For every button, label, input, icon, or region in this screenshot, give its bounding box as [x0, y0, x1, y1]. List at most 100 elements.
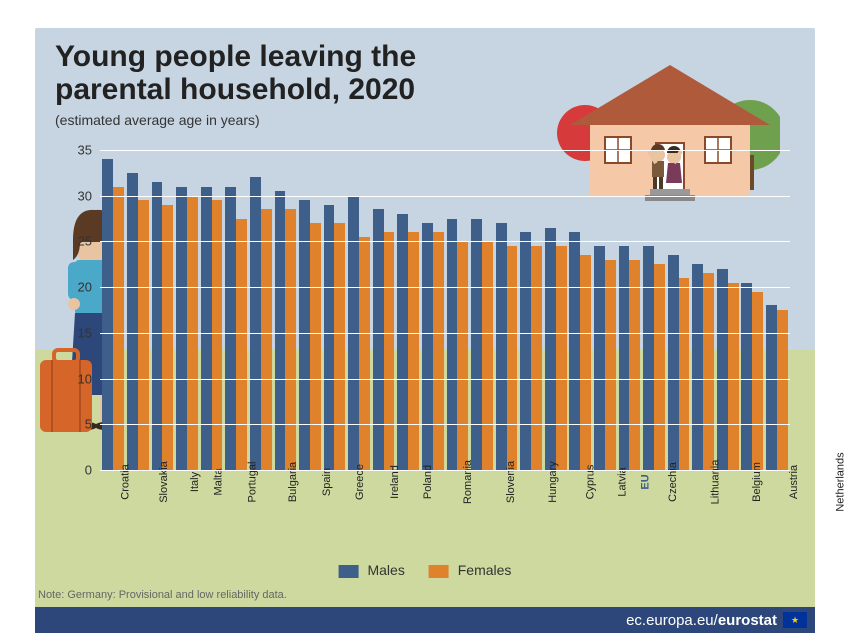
- x-label: Italy: [189, 472, 201, 492]
- y-tick: 5: [85, 417, 92, 432]
- legend-item-males: Males: [339, 562, 405, 578]
- bar-group: [667, 150, 690, 470]
- bar-females: [629, 260, 640, 470]
- bar-group: [569, 150, 592, 470]
- x-axis-labels: CroatiaSlovakiaItalyMaltaPortugalBulgari…: [100, 470, 790, 490]
- plot-area: CroatiaSlovakiaItalyMaltaPortugalBulgari…: [100, 150, 790, 470]
- bar-females: [162, 205, 173, 470]
- grid-line: [100, 424, 790, 425]
- bar-females: [777, 310, 788, 470]
- bar-group: [127, 150, 150, 470]
- bar-females: [334, 223, 345, 470]
- bar-group: [397, 150, 420, 470]
- bar-group: [422, 150, 445, 470]
- bar-group: [520, 150, 543, 470]
- bar-group: [249, 150, 272, 470]
- bar-females: [507, 246, 518, 470]
- bar-group: [766, 150, 789, 470]
- bar-group: [716, 150, 739, 470]
- bar-males: [520, 232, 531, 470]
- bar-males: [766, 305, 777, 470]
- x-label: Hungary: [547, 461, 559, 503]
- bar-males: [397, 214, 408, 470]
- bar-females: [752, 292, 763, 470]
- x-label: Spain: [322, 468, 334, 496]
- bar-group: [643, 150, 666, 470]
- bar-females: [605, 260, 616, 470]
- legend-label-males: Males: [367, 562, 404, 578]
- bar-females: [236, 219, 247, 470]
- bar-females: [679, 278, 690, 470]
- bar-group: [348, 150, 371, 470]
- footnote: Note: Germany: Provisional and low relia…: [38, 589, 287, 601]
- bar-group: [372, 150, 395, 470]
- y-tick: 30: [78, 188, 92, 203]
- y-tick: 35: [78, 143, 92, 158]
- x-label: Portugal: [247, 462, 259, 503]
- x-label: Netherlands: [835, 452, 847, 511]
- bar-group: [274, 150, 297, 470]
- bar-group: [299, 150, 322, 470]
- grid-line: [100, 333, 790, 334]
- bar-group: [176, 150, 199, 470]
- bar-group: [741, 150, 764, 470]
- legend-swatch-males: [339, 565, 359, 578]
- x-label: Malta: [213, 469, 225, 496]
- bars-container: [100, 150, 790, 470]
- grid-line: [100, 470, 790, 471]
- bar-males: [471, 219, 482, 470]
- footer-url-brand: eurostat: [718, 612, 777, 629]
- footer-url-prefix: ec.europa.eu/: [626, 612, 718, 629]
- x-label: Latvia: [617, 467, 629, 496]
- legend: Males Females: [339, 562, 512, 578]
- legend-item-females: Females: [429, 562, 512, 578]
- bar-males: [692, 264, 703, 470]
- x-label: Belgium: [751, 462, 763, 502]
- bar-males: [717, 269, 728, 470]
- x-label: EU: [639, 474, 651, 489]
- grid-line: [100, 287, 790, 288]
- y-tick: 0: [85, 463, 92, 478]
- bar-group: [446, 150, 469, 470]
- x-label: Bulgaria: [287, 462, 299, 502]
- bar-males: [619, 246, 630, 470]
- bar-females: [285, 209, 296, 470]
- bar-males: [127, 173, 138, 470]
- bar-females: [113, 187, 124, 470]
- bar-group: [102, 150, 125, 470]
- bar-males: [643, 246, 654, 470]
- bar-males: [225, 187, 236, 470]
- footer-bar: ec.europa.eu/eurostat ★: [35, 607, 815, 633]
- grid-line: [100, 150, 790, 151]
- x-label: Slovenia: [505, 461, 517, 503]
- bar-males: [569, 232, 580, 470]
- grid-line: [100, 196, 790, 197]
- bar-group: [151, 150, 174, 470]
- bar-females: [457, 241, 468, 470]
- bar-males: [275, 191, 286, 470]
- bar-males: [324, 205, 335, 470]
- bar-males: [373, 209, 384, 470]
- bar-females: [384, 232, 395, 470]
- bar-males: [594, 246, 605, 470]
- bar-group: [200, 150, 223, 470]
- bar-group: [323, 150, 346, 470]
- legend-label-females: Females: [458, 562, 512, 578]
- bar-females: [728, 283, 739, 470]
- y-tick: 15: [78, 325, 92, 340]
- roof-icon: [570, 65, 770, 125]
- x-label: Romania: [462, 460, 474, 504]
- bar-females: [531, 246, 542, 470]
- x-label: Lithuania: [709, 460, 721, 505]
- bar-group: [471, 150, 494, 470]
- bar-males: [496, 223, 507, 470]
- y-tick: 20: [78, 280, 92, 295]
- infographic-card: Young people leaving the parental househ…: [0, 0, 850, 641]
- bar-group: [692, 150, 715, 470]
- bar-group: [618, 150, 641, 470]
- bar-group: [594, 150, 617, 470]
- bar-group: [544, 150, 567, 470]
- bar-males: [152, 182, 163, 470]
- bar-males: [422, 223, 433, 470]
- grid-line: [100, 241, 790, 242]
